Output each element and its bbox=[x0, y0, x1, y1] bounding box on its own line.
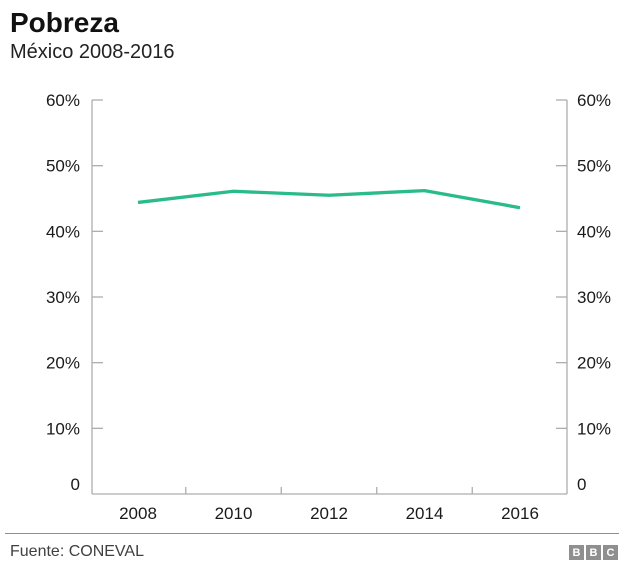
y-tick-label-left: 10% bbox=[46, 419, 80, 438]
x-tick-label: 2010 bbox=[215, 504, 253, 523]
y-tick-label-right: 0 bbox=[577, 475, 586, 494]
y-tick-label-right: 20% bbox=[577, 354, 611, 373]
y-tick-label-left: 0 bbox=[71, 475, 80, 494]
y-tick-label-left: 50% bbox=[46, 157, 80, 176]
y-tick-label-right: 30% bbox=[577, 288, 611, 307]
y-tick-label-left: 30% bbox=[46, 288, 80, 307]
x-tick-label: 2016 bbox=[501, 504, 539, 523]
y-tick-label-right: 10% bbox=[577, 419, 611, 438]
y-tick-label-left: 20% bbox=[46, 354, 80, 373]
y-tick-label-right: 50% bbox=[577, 157, 611, 176]
y-tick-label-right: 60% bbox=[577, 91, 611, 110]
poverty-trend-line bbox=[137, 188, 521, 210]
y-tick-label-right: 40% bbox=[577, 222, 611, 241]
chart-subtitle: México 2008-2016 bbox=[10, 41, 175, 63]
x-tick-label: 2014 bbox=[406, 504, 444, 523]
source-text: Fuente: CONEVAL bbox=[10, 543, 144, 560]
y-tick-label-left: 60% bbox=[46, 91, 80, 110]
footer-divider bbox=[5, 533, 619, 534]
bbc-logo-block: B bbox=[569, 545, 584, 560]
x-tick-label: 2008 bbox=[119, 504, 157, 523]
bbc-logo-block: B bbox=[586, 545, 601, 560]
chart-title: Pobreza bbox=[10, 7, 119, 38]
y-tick-label-left: 40% bbox=[46, 222, 80, 241]
bbc-logo-block: C bbox=[603, 545, 618, 560]
x-tick-label: 2012 bbox=[310, 504, 348, 523]
